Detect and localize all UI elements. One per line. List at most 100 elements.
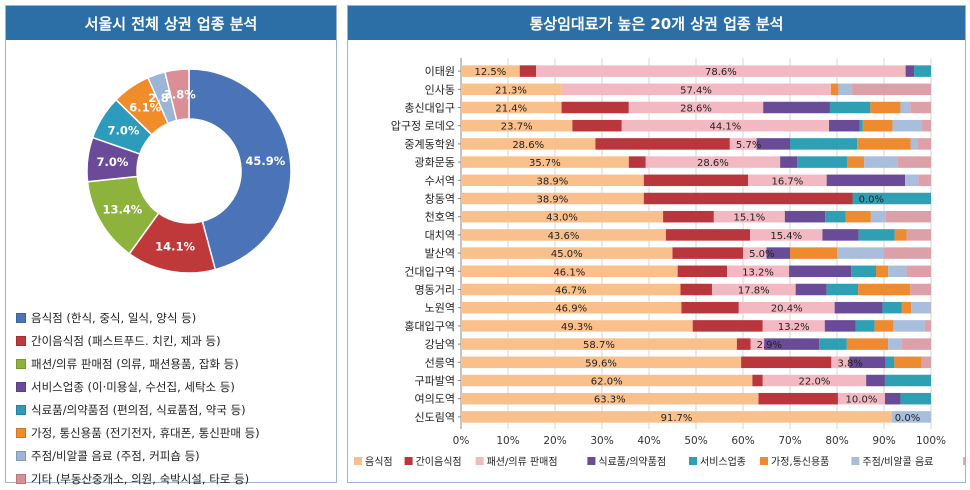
bar-segment — [737, 338, 751, 350]
bar-segment — [888, 266, 906, 278]
bar-value-label: 46.1% — [553, 267, 585, 278]
bar-segment — [851, 266, 876, 278]
bar-segment — [837, 247, 884, 259]
category-label: 천호역 — [425, 210, 455, 224]
bar-value-label: 0.0% — [895, 413, 920, 424]
bar-segment — [918, 175, 931, 187]
bar-legend-label: 서비스업종 — [700, 455, 746, 468]
donut-slice-label: 45.9% — [245, 154, 285, 168]
bar-segment — [838, 84, 852, 96]
bar-segment — [847, 338, 888, 350]
bar-segment — [902, 338, 931, 350]
bar-segment — [857, 138, 911, 150]
bar-segment — [827, 175, 905, 187]
category-label: 명동거리 — [415, 284, 455, 297]
bar-segment — [892, 120, 921, 132]
bar-value-label: 5.0% — [749, 249, 774, 260]
category-label: 대치역 — [425, 229, 455, 242]
x-tick-label: 40% — [637, 435, 660, 447]
bar-value-label: 38.9% — [537, 195, 569, 206]
bar-segment — [907, 266, 931, 278]
bar-segment — [790, 247, 837, 259]
bar-value-label: 21.4% — [495, 104, 527, 115]
bar-segment — [825, 320, 856, 332]
bar-segment — [678, 266, 727, 278]
x-tick-label: 20% — [543, 435, 566, 447]
bar-segment — [860, 120, 863, 132]
bar-value-label: 13.2% — [742, 267, 774, 278]
donut-legend: 음식점 (한식, 중식, 일식, 양식 등)간이음식점 (패스트푸드. 치킨, … — [16, 306, 334, 490]
legend-label: 간이음식점 (패스트푸드. 치킨, 제과 등) — [31, 333, 221, 349]
bar-value-label: 13.2% — [778, 322, 810, 333]
bar-value-label: 38.9% — [537, 176, 569, 187]
bar-segment — [870, 102, 900, 114]
bar-segment — [644, 193, 853, 205]
x-tick-label: 100% — [916, 435, 946, 447]
legend-label: 서비스업종 (이·미용실, 수선집, 세탁소 등) — [31, 379, 235, 395]
category-label: 구파발역 — [415, 375, 455, 388]
category-label: 여의도역 — [415, 393, 455, 406]
donut-legend-item: 간이음식점 (패스트푸드. 치킨, 제과 등) — [16, 329, 334, 352]
x-tick-label: 70% — [778, 435, 801, 447]
right-panel-title: 통상임대료가 높은 20개 상권 업종 분석 — [348, 6, 965, 40]
legend-swatch — [16, 382, 26, 392]
bar-segment — [871, 211, 886, 223]
donut-legend-item: 기타 (부동산중개소, 의원, 숙박시설, 타로 등) — [16, 467, 334, 490]
x-tick-label: 60% — [731, 435, 754, 447]
category-label: 선릉역 — [425, 356, 455, 369]
bar-segment — [907, 229, 931, 241]
category-label: 압구정 로데오 — [391, 120, 455, 133]
bar-segment — [520, 65, 536, 77]
bar-segment — [893, 320, 924, 332]
legend-swatch — [16, 428, 26, 438]
bar-value-label: 23.7% — [501, 122, 533, 133]
bar-legend-swatch — [405, 457, 413, 465]
bar-segment — [741, 357, 831, 369]
category-label: 노원역 — [425, 302, 455, 315]
bar-segment — [875, 320, 894, 332]
bar-segment — [925, 320, 931, 332]
bar-segment — [852, 84, 931, 96]
bar-segment — [790, 138, 857, 150]
bar-segment — [785, 211, 825, 223]
bar-segment — [902, 302, 911, 314]
legend-swatch — [16, 313, 26, 323]
bar-value-label: 10.0% — [846, 395, 878, 406]
x-tick-label: 80% — [825, 435, 848, 447]
legend-label: 패션/의류 판매점 (의류, 패션용품, 잡화 등) — [31, 356, 239, 372]
category-label: 창동역 — [425, 193, 455, 206]
left-panel: 서울시 전체 상권 업종 분석 45.9%14.1%13.4%7.0%7.0%6… — [5, 5, 337, 483]
bar-segment — [885, 375, 931, 387]
bar-value-label: 12.5% — [474, 67, 506, 78]
legend-swatch — [16, 474, 26, 484]
bar-legend-label: 음식점 — [365, 456, 393, 468]
bar-value-label: 28.6% — [512, 140, 544, 151]
bar-legend-label: 식료품/의약품점 — [598, 456, 666, 468]
bar-segment — [572, 120, 621, 132]
donut-legend-item: 식료품/의약품점 (편의점, 식료품점, 약국 등) — [16, 398, 334, 421]
legend-swatch — [16, 451, 26, 461]
bar-segment — [819, 338, 847, 350]
bar-value-label: 16.7% — [772, 176, 804, 187]
bar-value-label: 45.0% — [551, 249, 583, 260]
bar-legend-swatch — [354, 457, 362, 465]
bar-legend-swatch — [851, 457, 859, 465]
bar-segment — [900, 102, 910, 114]
bar-legend-swatch — [963, 457, 965, 465]
bar-segment — [911, 138, 918, 150]
bar-segment — [595, 138, 729, 150]
category-label: 홍대입구역 — [404, 319, 455, 333]
bar-value-label: 15.4% — [770, 231, 802, 242]
bar-segment — [680, 284, 711, 296]
bar-segment — [693, 320, 763, 332]
bar-segment — [922, 120, 931, 132]
bar-segment — [681, 302, 738, 314]
bar-value-label: 44.1% — [709, 122, 741, 133]
donut-legend-item: 가정, 통신용품 (전기전자, 휴대폰, 통신판매 등) — [16, 421, 334, 444]
category-label: 강남역 — [425, 338, 455, 351]
bar-value-label: 20.4% — [771, 304, 803, 315]
donut-slice-label: 14.1% — [155, 240, 195, 254]
legend-label: 식료품/의약품점 (편의점, 식료품점, 약국 등) — [31, 402, 246, 418]
bar-segment — [858, 284, 910, 296]
